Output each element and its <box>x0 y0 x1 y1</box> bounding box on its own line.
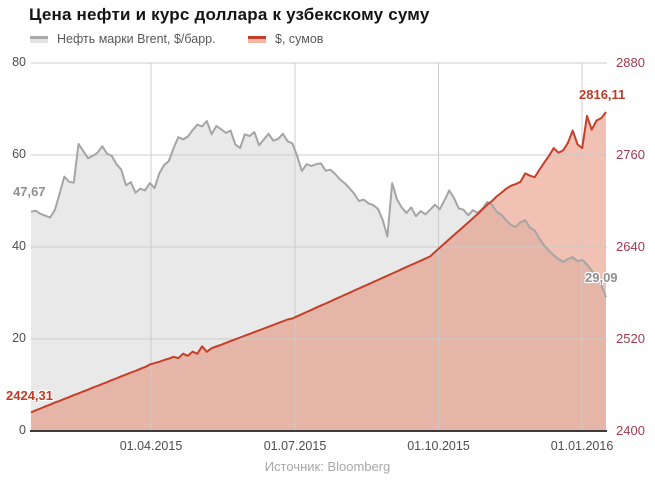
usd-area-fill <box>31 112 606 431</box>
left-axis-tick-label: 0 <box>19 423 26 437</box>
brent-end-value-label: 29,09 <box>585 270 618 285</box>
left-axis-tick-label: 40 <box>12 239 26 253</box>
right-axis-tick-label: 2880 <box>616 55 645 70</box>
legend-label-usd: $, сумов <box>275 32 324 46</box>
left-axis-tick-label: 60 <box>12 147 26 161</box>
usd-end-value-label: 2816,11 <box>579 87 626 102</box>
brent-line <box>30 120 607 298</box>
usd-start-value-label: 2424,31 <box>6 388 53 403</box>
right-axis-tick-label: 2400 <box>616 423 645 438</box>
right-axis-tick-label: 2520 <box>616 331 645 346</box>
x-axis-tick-label: 01.10.2015 <box>407 439 470 453</box>
right-axis-tick-label: 2760 <box>616 147 645 162</box>
brent-legend-swatch-icon <box>30 35 48 43</box>
source-credit: Источник: Bloomberg <box>264 459 391 474</box>
x-axis-tick-label: 01.01.2016 <box>550 439 614 453</box>
x-axis-tick-label: 01.07.2015 <box>263 439 327 453</box>
left-axis-tick-label: 80 <box>12 55 26 69</box>
brent-area-fill <box>31 121 606 431</box>
brent-start-value-label: 47,67 <box>13 184 46 199</box>
left-axis-tick-label: 20 <box>12 331 26 345</box>
legend-item-brent[interactable]: Нефть марки Brent, $/барр. <box>30 32 216 46</box>
usd-legend-swatch-icon <box>248 35 266 43</box>
chart-title: Цена нефти и курс доллара к узбекскому с… <box>29 5 430 24</box>
legend-item-usd[interactable]: $, сумов <box>248 32 323 46</box>
usd-line <box>30 111 607 414</box>
x-axis-tick-label: 01.04.2015 <box>119 439 183 453</box>
right-axis-tick-label: 2640 <box>616 239 645 254</box>
legend-label-brent: Нефть марки Brent, $/барр. <box>57 32 216 46</box>
